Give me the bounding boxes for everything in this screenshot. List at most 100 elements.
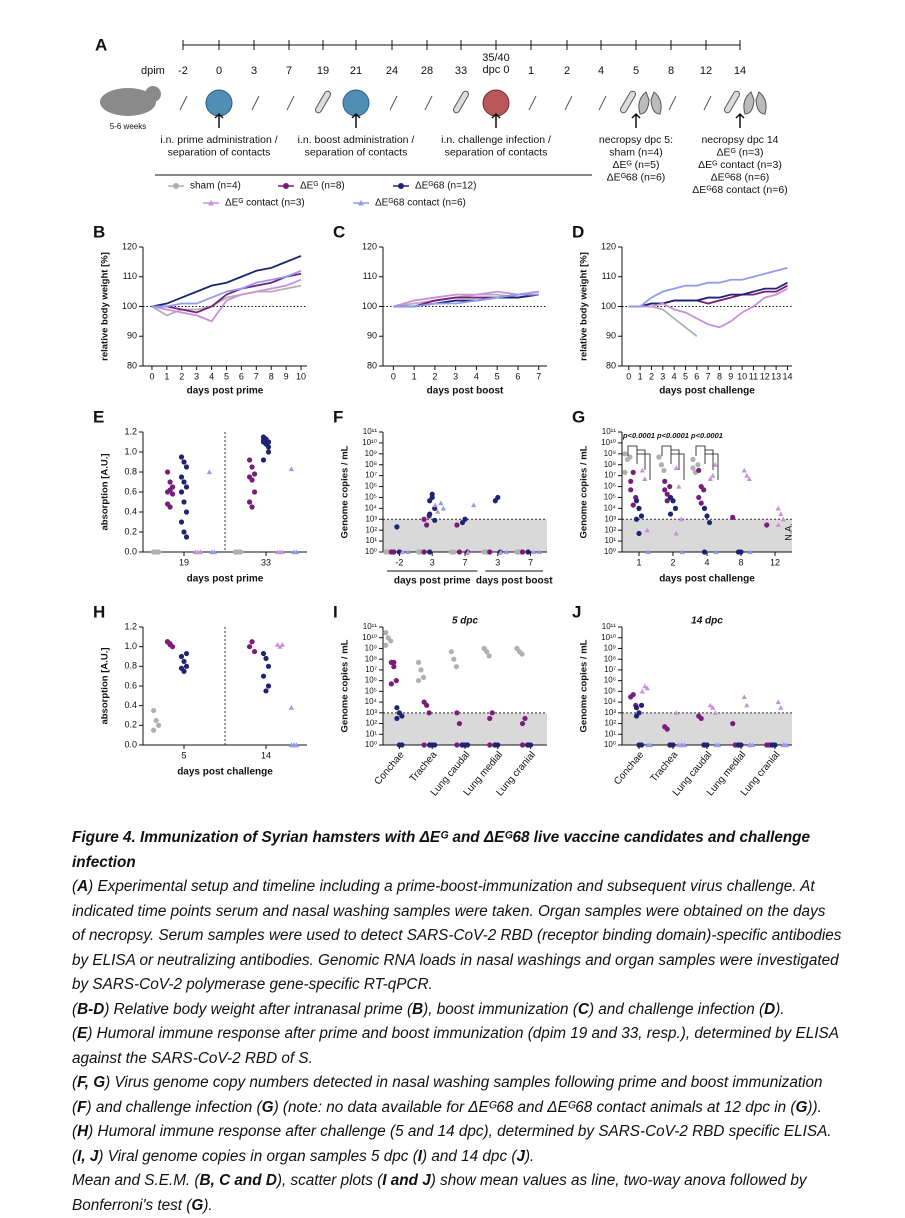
- data-point: [183, 509, 190, 515]
- legend-label: ΔEᴳ contact (n=3): [225, 198, 305, 209]
- data-point: [744, 473, 750, 478]
- data-point: [265, 683, 272, 689]
- panel-letter: E: [93, 407, 104, 426]
- x-tick-label: 7: [706, 371, 711, 381]
- data-point: [453, 664, 459, 670]
- data-point: [151, 549, 157, 555]
- data-point: [519, 549, 526, 555]
- timeline-event: i.n. prime administration /: [160, 134, 277, 146]
- chart-subtitle: 14 dpc: [691, 616, 723, 627]
- x-tick-label: 5: [224, 371, 229, 381]
- timeline-tick-label: 8: [668, 65, 674, 77]
- y-tick-label: 0.6: [124, 486, 137, 496]
- y-axis-label: Genome copies / mL: [579, 445, 590, 538]
- data-point: [279, 642, 286, 647]
- significance-bracket: [695, 445, 719, 480]
- y-tick-label: 10¹¹: [363, 622, 378, 631]
- x-axis-label: days post boost: [427, 386, 504, 397]
- x-tick-label: 10: [737, 371, 747, 381]
- data-point: [178, 489, 185, 495]
- y-tick-label: 10⁹: [365, 644, 377, 653]
- data-point: [486, 653, 492, 659]
- y-tick-label: 80: [127, 360, 137, 370]
- data-point: [418, 667, 424, 673]
- caption-bold: G: [261, 1098, 274, 1116]
- x-tick-label: 14: [261, 750, 271, 760]
- data-point: [251, 648, 258, 655]
- y-tick-label: 10⁸: [604, 460, 616, 469]
- caption-text: (: [72, 1123, 78, 1140]
- data-point: [183, 534, 190, 540]
- panel-letter: C: [333, 222, 345, 241]
- data-point: [432, 742, 438, 748]
- data-point: [662, 478, 668, 484]
- data-point: [424, 702, 430, 708]
- legend-label: ΔEᴳ68 (n=12): [415, 181, 476, 192]
- x-tick-label: Conchae: [373, 749, 407, 787]
- data-point: [399, 549, 406, 555]
- x-tick-label: 6: [515, 371, 520, 381]
- data-point: [622, 469, 628, 475]
- timeline-event: i.n. challenge infection /: [441, 134, 551, 146]
- data-point: [249, 504, 255, 510]
- data-point: [778, 511, 784, 517]
- data-point: [183, 650, 190, 657]
- data-point: [251, 471, 258, 477]
- x-tick-label: 7: [462, 557, 467, 567]
- data-point: [274, 642, 281, 647]
- data-point: [525, 549, 531, 555]
- data-point: [454, 522, 460, 528]
- data-point: [246, 644, 253, 650]
- series-line: [628, 305, 698, 337]
- y-tick-label: 120: [362, 241, 377, 251]
- data-point: [647, 742, 654, 748]
- caption-text: ) Humoral immune response after prime an…: [72, 1025, 839, 1067]
- data-point: [448, 649, 454, 655]
- data-point: [676, 483, 682, 489]
- timeline-tick-label: 5: [633, 65, 639, 77]
- legend-label: ΔEᴳ68 contact (n=6): [375, 198, 466, 209]
- y-tick-label: 10⁶: [604, 676, 616, 685]
- data-point: [456, 720, 463, 727]
- caption-text: ) Humoral immune response after challeng…: [88, 1123, 832, 1140]
- y-axis-label: Genome copies / mL: [340, 445, 351, 538]
- group-label: days post boost: [476, 576, 553, 587]
- data-point: [690, 456, 696, 463]
- data-point: [183, 663, 190, 669]
- x-tick-label: 7: [536, 371, 541, 381]
- data-point: [399, 713, 405, 719]
- x-tick-label: Trachea: [408, 749, 440, 784]
- y-tick-label: 10¹: [604, 536, 616, 545]
- y-tick-label: 120: [122, 241, 137, 251]
- y-axis-label: absorption [A.U.]: [100, 647, 111, 724]
- caption-bold: C: [577, 1000, 589, 1018]
- data-point: [238, 549, 244, 555]
- y-tick-label: 110: [123, 271, 137, 281]
- data-point: [741, 694, 747, 700]
- x-tick-label: 8: [717, 371, 722, 381]
- caption-paragraph: (I, J) Viral genome copies in organ samp…: [72, 1145, 842, 1170]
- data-point: [701, 487, 707, 493]
- data-point: [662, 487, 668, 493]
- caption-bold: I, J: [77, 1147, 99, 1165]
- x-axis-label: days post challenge: [659, 386, 755, 397]
- x-tick-label: 2: [179, 371, 184, 381]
- caption-text: ) (note: no data available for ΔEᴳ68 and…: [273, 1098, 796, 1116]
- caption-text: (: [72, 1074, 78, 1091]
- data-point: [772, 742, 778, 748]
- data-point: [421, 549, 427, 555]
- y-tick-label: 10⁶: [365, 482, 377, 491]
- data-point: [531, 549, 537, 555]
- data-point: [249, 477, 255, 483]
- data-point: [495, 742, 501, 748]
- data-point: [233, 549, 239, 555]
- y-tick-label: 10¹⁰: [601, 633, 616, 642]
- y-tick-label: 90: [127, 331, 137, 341]
- y-tick-label: 0.2: [124, 526, 137, 536]
- data-point: [519, 742, 526, 748]
- data-point: [670, 742, 676, 748]
- caption-text: ), boost immunization (: [423, 1000, 578, 1018]
- data-point: [394, 705, 400, 711]
- caption-text: ) Experimental setup and timeline includ…: [72, 878, 842, 993]
- data-point: [738, 549, 744, 555]
